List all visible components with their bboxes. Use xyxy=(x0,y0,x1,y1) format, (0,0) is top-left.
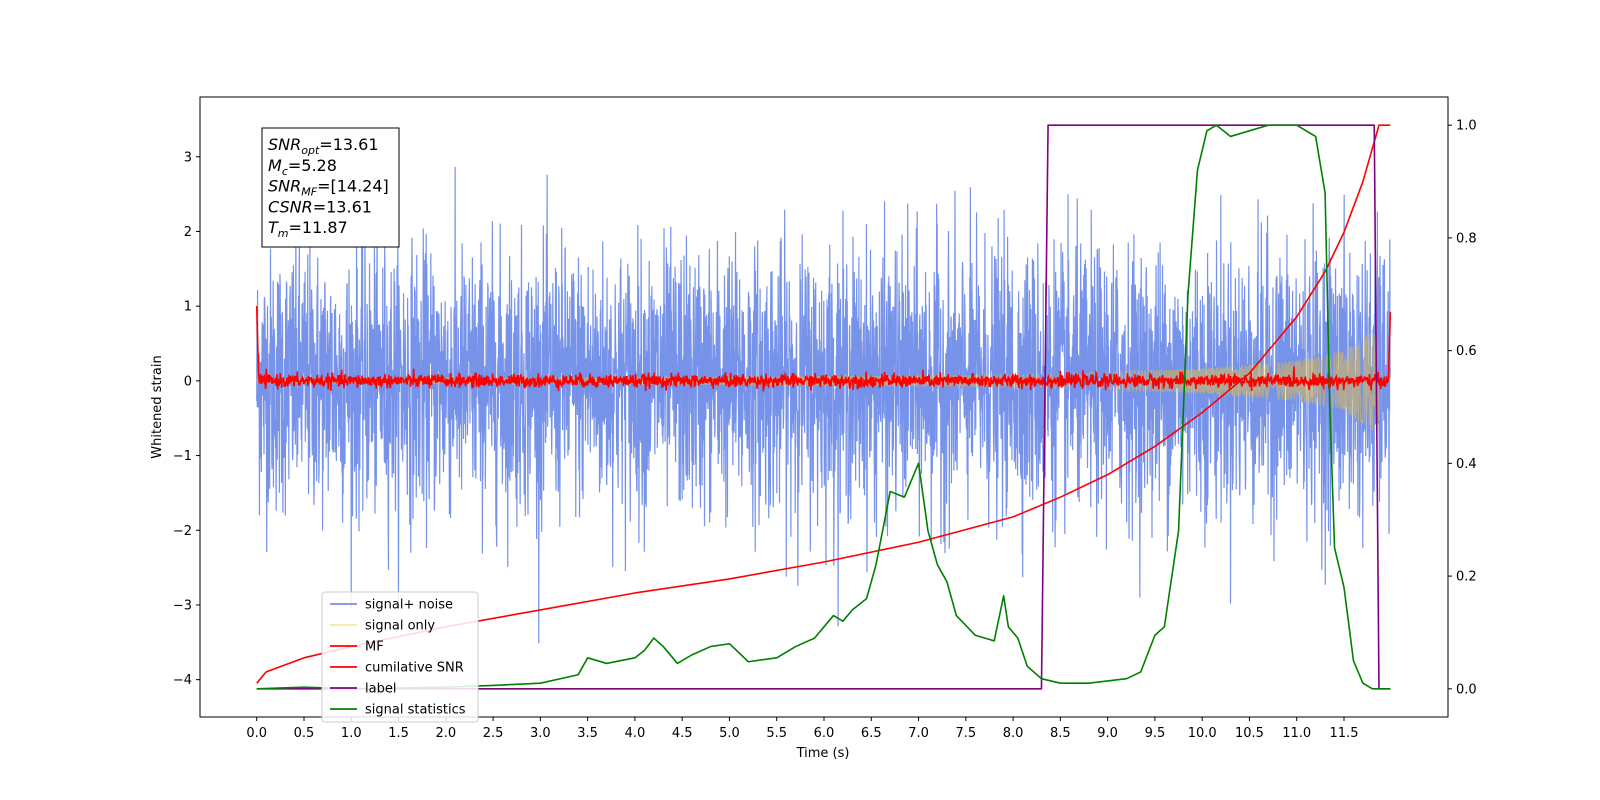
x-tick-label: 6.0 xyxy=(814,726,835,741)
y-axis-title: Whitened strain xyxy=(150,355,165,458)
x-tick-label: 0.5 xyxy=(294,726,315,741)
stats-line: SNRMF=[14.24] xyxy=(268,177,389,199)
y-tick-label: −3 xyxy=(173,598,192,613)
x-tick-label: 2.0 xyxy=(435,726,456,741)
legend-label: cumilative SNR xyxy=(365,661,464,676)
y-tick-label: 3 xyxy=(184,150,192,165)
y-tick-label: −4 xyxy=(173,673,192,688)
x-tick-label: 1.0 xyxy=(341,726,362,741)
x-axis-title: Time (s) xyxy=(796,746,850,761)
y-tick-label: −2 xyxy=(173,524,192,539)
series-mf xyxy=(255,306,1392,392)
x-tick-label: 4.0 xyxy=(625,726,646,741)
x-tick-label: 9.0 xyxy=(1097,726,1118,741)
x-tick-label: 3.5 xyxy=(577,726,598,741)
stats-line: CSNR=13.61 xyxy=(268,197,372,216)
x-tick-label: 9.5 xyxy=(1145,726,1166,741)
y-tick-label: 1 xyxy=(184,300,192,315)
y2-tick-label: 0.0 xyxy=(1456,682,1477,697)
legend-label: signal only xyxy=(365,619,435,634)
x-tick-label: 7.0 xyxy=(908,726,929,741)
x-tick-label: 8.0 xyxy=(1003,726,1024,741)
legend-label: signal+ noise xyxy=(365,598,453,613)
x-tick-label: 5.0 xyxy=(719,726,740,741)
stats-line: Mc=5.28 xyxy=(268,156,337,178)
x-tick-label: 5.5 xyxy=(766,726,787,741)
y-tick-label: 0 xyxy=(184,374,192,389)
y2-tick-label: 1.0 xyxy=(1456,119,1477,134)
stats-annotation-box: SNRopt=13.61Mc=5.28SNRMF=[14.24]CSNR=13.… xyxy=(261,127,400,248)
x-tick-label: 11.0 xyxy=(1282,726,1311,741)
y-tick-label: −1 xyxy=(173,449,192,464)
y-axis-right: 0.0 0.2 0.4 0.6 0.8 1.0 xyxy=(1448,119,1477,697)
stats-line: SNRopt=13.61 xyxy=(268,135,379,157)
x-tick-label: 10.0 xyxy=(1188,726,1217,741)
legend-frame xyxy=(321,591,479,723)
x-tick-label: 6.5 xyxy=(861,726,882,741)
x-tick-label: 7.5 xyxy=(955,726,976,741)
x-tick-label: 0.0 xyxy=(246,726,267,741)
y-tick-label: 2 xyxy=(184,225,192,240)
y2-tick-label: 0.2 xyxy=(1456,570,1477,585)
x-tick-label: 2.5 xyxy=(483,726,504,741)
y2-tick-label: 0.4 xyxy=(1456,457,1477,472)
legend-label: label xyxy=(365,682,396,697)
x-tick-label: 3.0 xyxy=(530,726,551,741)
stats-line: Tm=11.87 xyxy=(268,218,348,240)
x-tick-label: 1.5 xyxy=(388,726,409,741)
stats-box-frame xyxy=(261,127,400,248)
legend: signal+ noise signal only MF cumilative SNR… xyxy=(321,591,479,723)
y-axis-left: −4 −3 −2 −1 0 1 2 3 xyxy=(173,150,200,688)
y2-tick-label: 0.6 xyxy=(1456,344,1477,359)
x-tick-label: 8.5 xyxy=(1050,726,1071,741)
x-tick-label: 4.5 xyxy=(672,726,693,741)
series-signal-statistics xyxy=(256,124,1391,690)
x-tick-label: 11.5 xyxy=(1330,726,1359,741)
legend-label: signal statistics xyxy=(365,703,466,718)
y2-tick-label: 0.8 xyxy=(1456,231,1477,246)
legend-label: MF xyxy=(365,640,384,655)
x-axis: 0.0 0.5 1.0 1.5 2.0 2.5 3.0 3.5 4.0 4.5 5.0 5.5 6.0 6… xyxy=(246,717,1358,741)
x-tick-label: 10.5 xyxy=(1235,726,1264,741)
